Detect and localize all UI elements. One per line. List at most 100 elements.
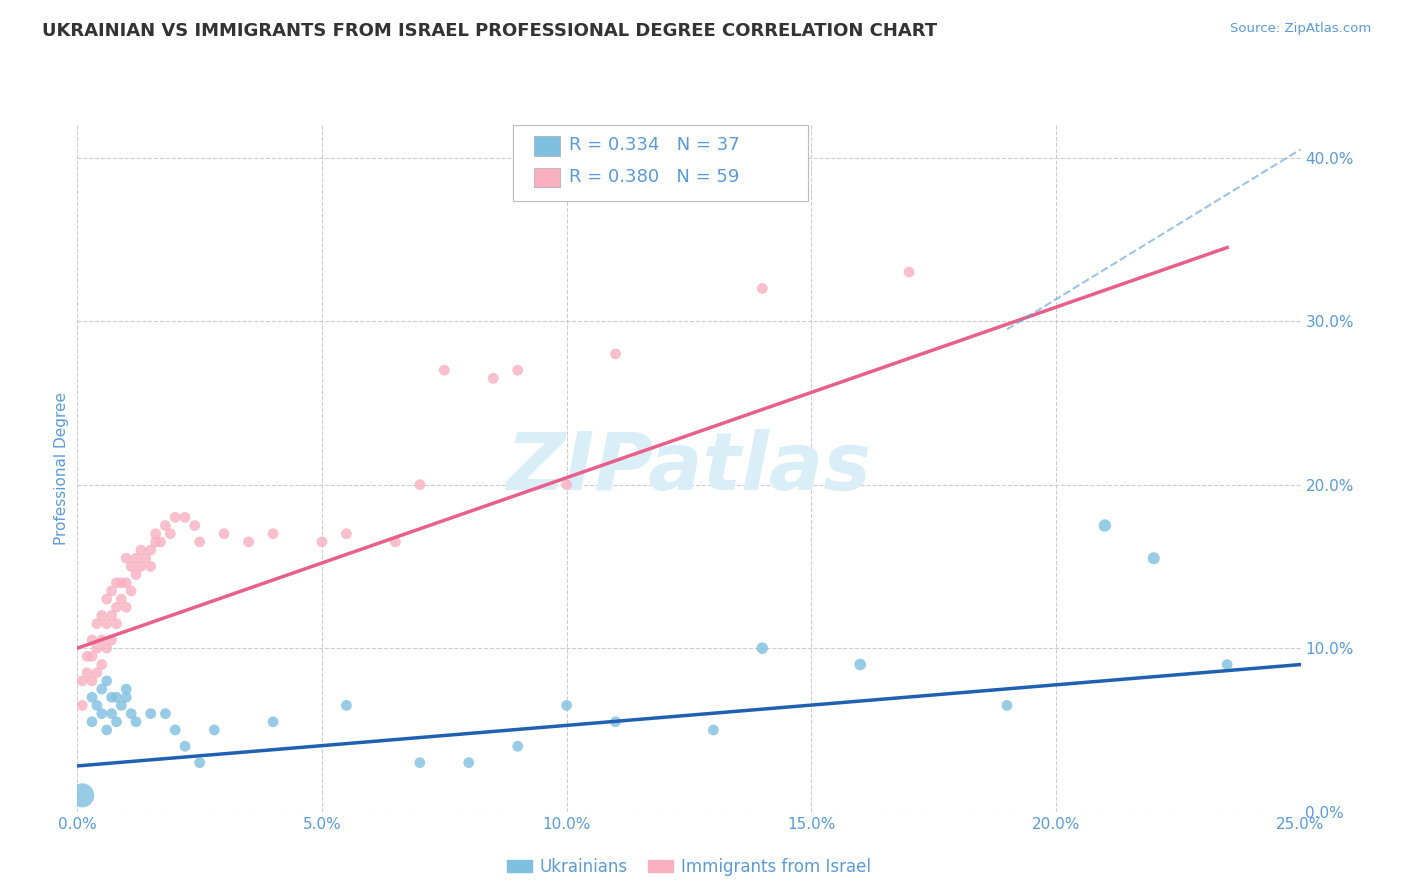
Point [115,681,138,696]
Point [110,698,132,713]
Point [105,690,128,705]
Point [155,706,177,721]
Point [751,641,773,656]
Point [165,510,187,524]
Point [80,690,103,705]
Point [70,789,93,803]
Point [86,698,108,713]
Point [135,551,157,566]
Point [100,690,122,705]
Point [100,608,122,623]
Point [115,575,138,590]
Point [120,583,142,598]
Point [129,559,152,574]
Point [96,723,118,737]
Text: UKRAINIAN VS IMMIGRANTS FROM ISRAEL PROFESSIONAL DEGREE CORRELATION CHART: UKRAINIAN VS IMMIGRANTS FROM ISRAEL PROF… [42,22,938,40]
Point [110,592,132,607]
Point [96,641,118,656]
Point [174,510,197,524]
Point [86,665,108,680]
Point [384,534,406,549]
Point [1216,657,1239,672]
Point [188,756,211,770]
Point [80,714,103,729]
Point [139,559,162,574]
Point [96,592,118,607]
Point [457,756,479,770]
Point [125,567,148,582]
Point [238,534,260,549]
Point [105,616,128,631]
Point [90,657,112,672]
Point [174,739,197,754]
Text: ZIPatlas: ZIPatlas [506,429,872,508]
Point [165,723,187,737]
Point [335,698,357,713]
Point [149,534,172,549]
Point [159,526,181,541]
Point [115,600,138,615]
Text: R = 0.380   N = 59: R = 0.380 N = 59 [569,168,740,186]
Point [702,723,724,737]
Point [105,575,128,590]
Point [995,698,1018,713]
Point [96,616,118,631]
Point [100,706,122,721]
Legend: Ukrainians, Immigrants from Israel: Ukrainians, Immigrants from Israel [501,851,877,882]
Point [70,673,93,688]
Point [555,477,578,491]
Y-axis label: Professional Degree: Professional Degree [53,392,69,545]
Point [90,608,112,623]
Point [90,633,112,648]
Point [139,543,162,558]
Point [262,526,284,541]
Point [129,543,152,558]
Point [482,371,505,385]
Point [100,583,122,598]
Point [1143,551,1166,566]
Point [311,534,333,549]
Point [80,673,103,688]
Point [262,714,284,729]
Point [80,649,103,664]
Point [105,714,128,729]
Point [145,526,167,541]
Point [96,673,118,688]
Point [90,706,112,721]
Point [605,714,627,729]
Point [506,363,529,377]
Point [100,633,122,648]
Point [86,616,108,631]
Point [125,551,148,566]
Point [80,633,103,648]
Point [120,559,142,574]
Point [105,600,128,615]
Point [76,649,98,664]
Point [70,698,93,713]
Point [184,518,207,533]
Point [409,477,432,491]
Point [202,723,225,737]
Point [605,347,627,361]
Point [212,526,235,541]
Text: R = 0.334   N = 37: R = 0.334 N = 37 [569,136,740,154]
Point [115,690,138,705]
Point [335,526,357,541]
Text: Source: ZipAtlas.com: Source: ZipAtlas.com [1230,22,1371,36]
Point [155,518,177,533]
Point [145,534,167,549]
Point [139,706,162,721]
Point [898,265,921,279]
Point [751,281,773,295]
Point [90,681,112,696]
Point [1094,518,1116,533]
Point [849,657,872,672]
Point [555,698,578,713]
Point [125,714,148,729]
Point [120,706,142,721]
Point [86,641,108,656]
Point [110,575,132,590]
Point [188,534,211,549]
Point [409,756,432,770]
Point [506,739,529,754]
